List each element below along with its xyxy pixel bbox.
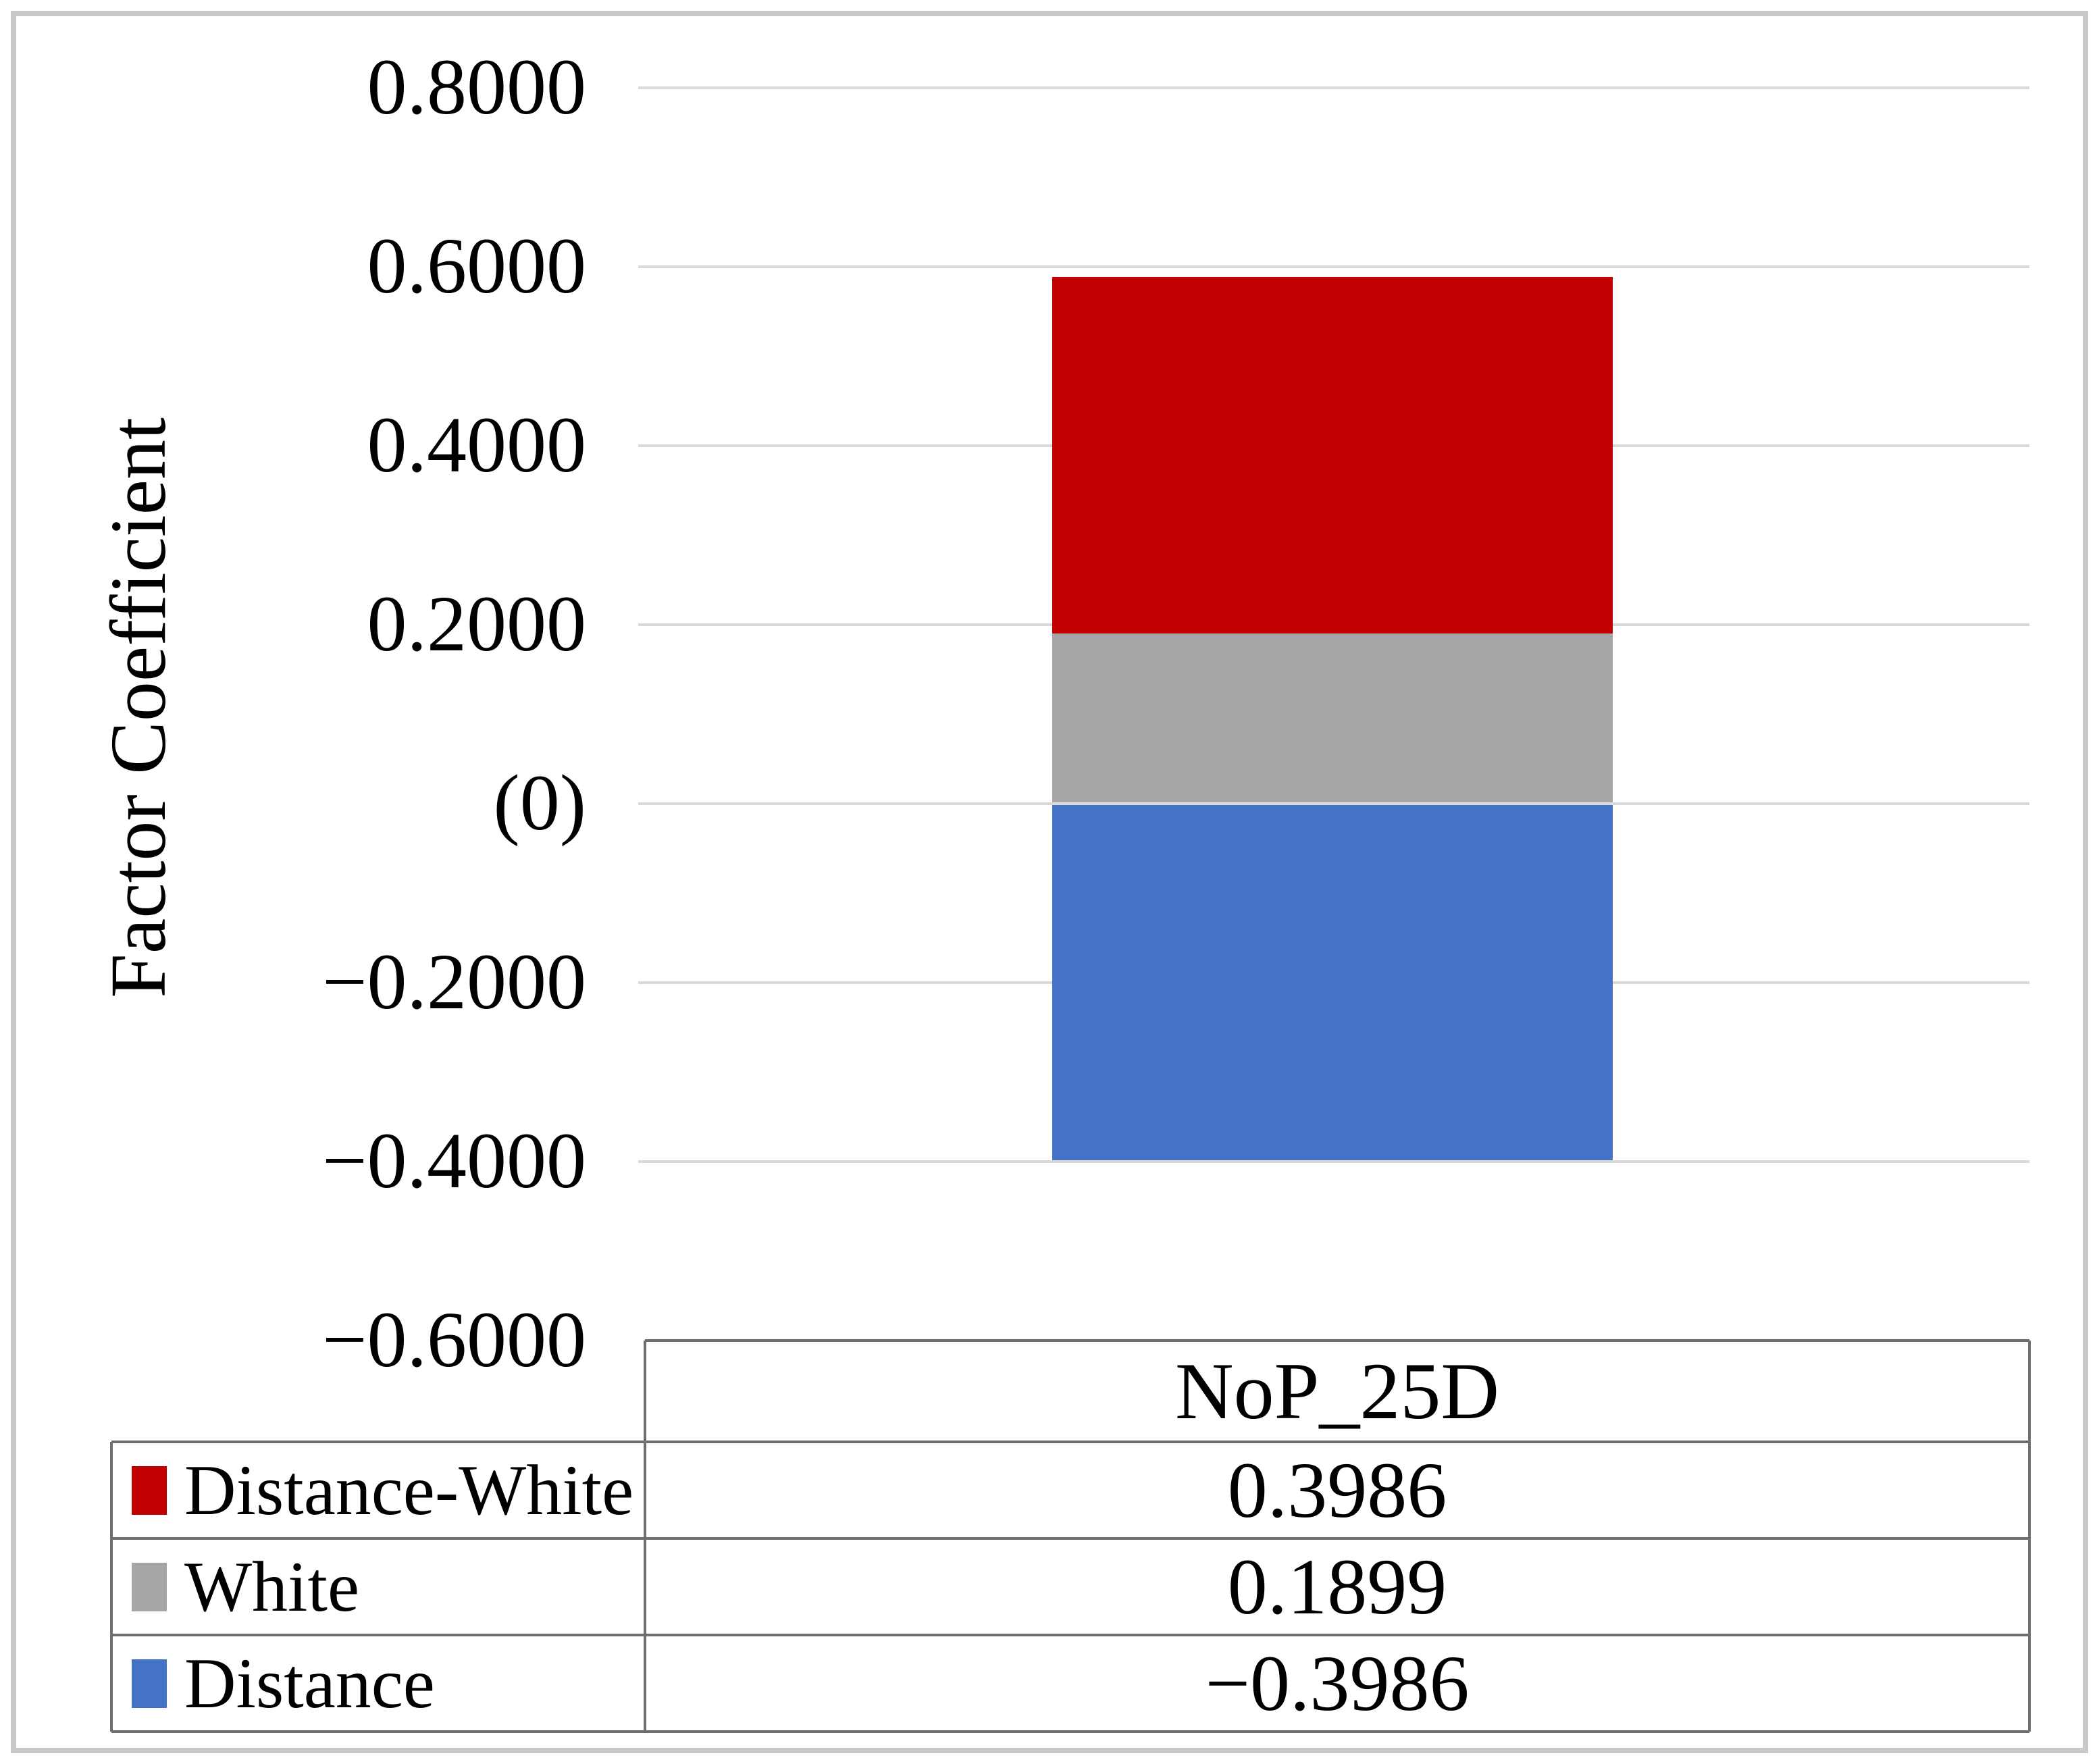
y-tick-label: (0) [493, 758, 586, 847]
bar-zero-seam [1052, 802, 1613, 805]
table-border-row [111, 1634, 2029, 1636]
table-value-white: 0.1899 [1227, 1542, 1447, 1631]
legend-key-distance-white: Distance-White [111, 1442, 665, 1538]
legend-label: Distance [184, 1643, 435, 1723]
y-tick-label: 0.2000 [367, 579, 587, 668]
legend-key-white: White [111, 1538, 665, 1635]
y-tick-label: −0.4000 [321, 1116, 586, 1205]
table-border-header-top [645, 1339, 2029, 1342]
legend-swatch-distance [132, 1659, 167, 1708]
legend-label: Distance-White [184, 1450, 634, 1530]
y-tick-label: 0.4000 [367, 400, 587, 489]
legend-key-distance: Distance [111, 1635, 665, 1732]
bar-segment-distance-white [1052, 277, 1613, 634]
y-tick-label: 0.8000 [367, 43, 587, 131]
table-border-bottom [111, 1730, 2029, 1733]
figure-border [11, 11, 2088, 1753]
table-border-right [2028, 1341, 2031, 1732]
table-border-row [111, 1537, 2029, 1540]
gridline [638, 86, 2029, 89]
table-border-divider [644, 1341, 646, 1732]
legend-swatch-white [132, 1562, 167, 1611]
table-border-row [111, 1441, 2029, 1443]
table-border-left [110, 1442, 113, 1732]
legend-swatch-distance-white [132, 1465, 167, 1515]
table-header-category: NoP_25D [1174, 1346, 1500, 1436]
bar-segment-white [1052, 633, 1613, 804]
gridline [638, 1160, 2029, 1163]
table-value-distance: −0.3986 [1205, 1638, 1470, 1728]
y-tick-label: −0.2000 [321, 937, 586, 1026]
legend-label: White [184, 1547, 359, 1626]
y-axis-title: Factor Coefficient [94, 417, 182, 998]
gridline [638, 265, 2029, 268]
bar-segment-distance [1052, 804, 1613, 1161]
y-tick-label: 0.6000 [367, 222, 587, 310]
table-value-distance-white: 0.3986 [1227, 1445, 1447, 1534]
y-tick-label: −0.6000 [321, 1295, 586, 1384]
